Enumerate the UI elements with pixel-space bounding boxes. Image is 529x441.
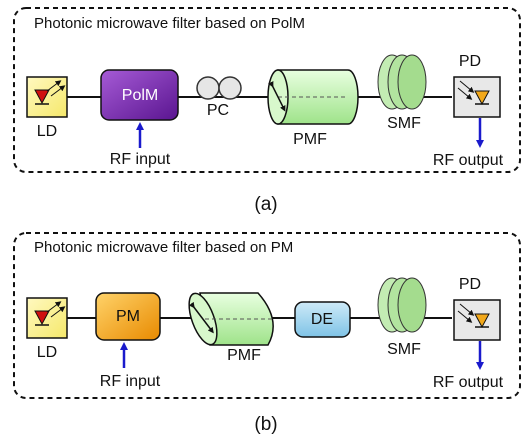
pmf <box>277 69 359 125</box>
panel-border <box>13 232 521 399</box>
panel-a: Photonic microwave filter based on PolM … <box>13 7 521 173</box>
modulator <box>100 69 179 121</box>
panel-title: Photonic microwave filter based on PolM <box>34 15 305 32</box>
ld-label: LD <box>37 344 57 361</box>
rf-output-label: RF output <box>433 374 504 391</box>
modulator-label: PolM <box>122 87 158 104</box>
pd-label: PD <box>459 53 481 70</box>
ld-icon <box>27 77 67 117</box>
rf-output-label: RF output <box>433 152 504 169</box>
modulator-label: PM <box>116 308 140 325</box>
pmf-polarization <box>188 301 214 334</box>
rf-input-label: RF input <box>110 151 171 168</box>
pmf-polarization <box>267 80 286 112</box>
pc-label: PC <box>207 102 229 119</box>
de-label: DE <box>311 311 333 328</box>
pc-loop <box>196 76 220 100</box>
smf-label: SMF <box>387 115 421 132</box>
modulator <box>95 292 161 341</box>
pc-loop <box>218 76 242 100</box>
caption: (a) <box>254 194 277 215</box>
panel-title: Photonic microwave filter based on PM <box>34 239 293 256</box>
pd-icon <box>454 300 500 340</box>
smf-icon <box>377 277 427 333</box>
smf-icon <box>377 54 427 110</box>
panel-b: Photonic microwave filter based on PM LD… <box>13 232 521 399</box>
panel-border <box>13 7 521 173</box>
rf-input-label: RF input <box>100 373 161 390</box>
ld-label: LD <box>37 123 57 140</box>
pmf-label: PMF <box>227 347 261 364</box>
pd-icon <box>454 77 500 117</box>
smf-label: SMF <box>387 341 421 358</box>
ld-icon <box>27 298 67 338</box>
caption: (b) <box>254 414 277 435</box>
pd-label: PD <box>459 276 481 293</box>
pmf-label: PMF <box>293 131 327 148</box>
de <box>294 301 351 338</box>
